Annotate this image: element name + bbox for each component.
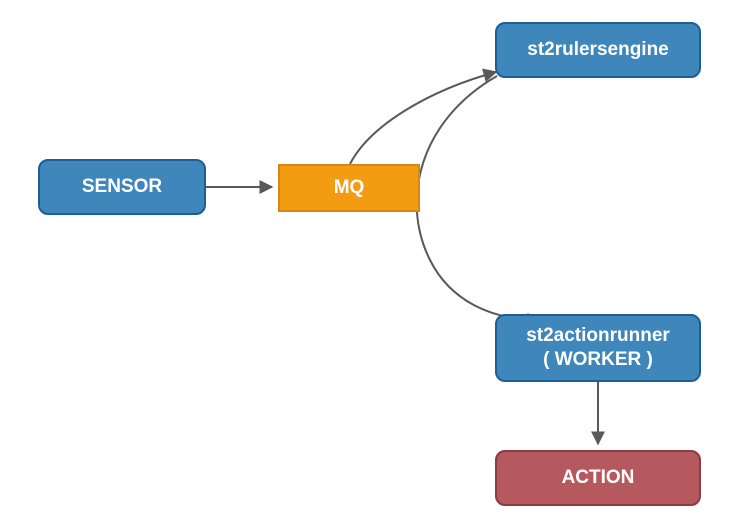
node-mq-label: MQ: [334, 176, 365, 200]
node-rules: st2rulersengine: [495, 22, 701, 78]
node-sensor: SENSOR: [38, 159, 206, 215]
node-runner: st2actionrunner ( WORKER ): [495, 314, 701, 382]
node-sensor-label: SENSOR: [82, 175, 162, 199]
edge-rules-to-runner: [417, 76, 540, 320]
node-action: ACTION: [495, 450, 701, 506]
node-rules-label: st2rulersengine: [527, 38, 669, 62]
node-mq: MQ: [278, 164, 420, 212]
node-action-label: ACTION: [562, 466, 635, 490]
node-runner-label: st2actionrunner ( WORKER ): [526, 324, 670, 372]
edge-mq-to-rules: [350, 72, 496, 164]
